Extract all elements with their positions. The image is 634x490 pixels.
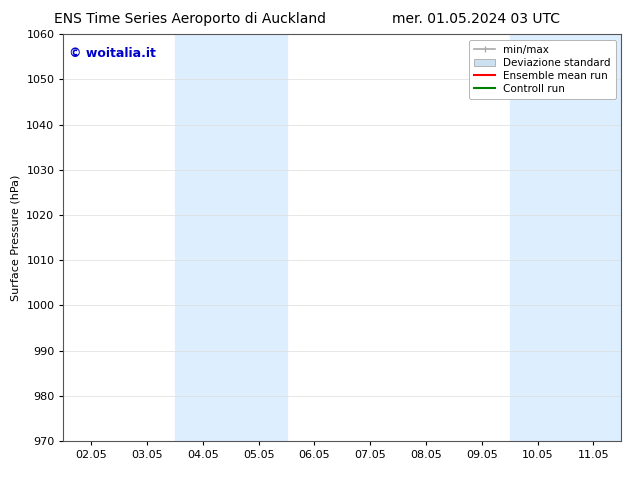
Bar <box>510 34 621 441</box>
Y-axis label: Surface Pressure (hPa): Surface Pressure (hPa) <box>11 174 21 301</box>
Legend: min/max, Deviazione standard, Ensemble mean run, Controll run: min/max, Deviazione standard, Ensemble m… <box>469 40 616 99</box>
Text: mer. 01.05.2024 03 UTC: mer. 01.05.2024 03 UTC <box>392 12 559 26</box>
Text: ENS Time Series Aeroporto di Auckland: ENS Time Series Aeroporto di Auckland <box>54 12 327 26</box>
Bar <box>175 34 287 441</box>
Text: © woitalia.it: © woitalia.it <box>69 47 156 59</box>
